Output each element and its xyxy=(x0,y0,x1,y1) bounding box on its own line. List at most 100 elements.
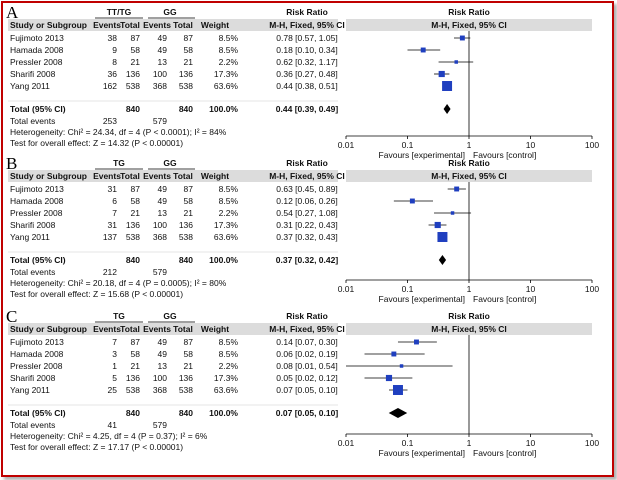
study-total2: 58 xyxy=(184,45,194,55)
favours-left-label: Favours [experimental] xyxy=(379,448,465,458)
study-marker xyxy=(459,35,465,41)
total-events1: 41 xyxy=(108,420,118,430)
study-ci-text: 0.06 [0.02, 0.19] xyxy=(276,349,337,359)
total-events2: 579 xyxy=(153,420,167,430)
total-events-label: Total events xyxy=(10,116,55,126)
header-weight: Weight xyxy=(201,171,229,181)
study-total2: 136 xyxy=(179,373,193,383)
total-total1: 840 xyxy=(126,104,140,114)
study-events1: 6 xyxy=(112,196,117,206)
total-events-label: Total events xyxy=(10,267,55,277)
study-ci-text: 0.07 [0.05, 0.10] xyxy=(276,385,337,395)
study-weight: 8.5% xyxy=(219,337,239,347)
study-total1: 58 xyxy=(131,349,141,359)
study-row: Fujimoto 2013 7 87 49 87 8.5% 0.14 [0.07, 0.30… xyxy=(10,337,437,347)
study-ci-text: 0.14 [0.07, 0.30] xyxy=(276,337,337,347)
study-name: Pressler 2008 xyxy=(10,208,63,218)
total-total2: 840 xyxy=(179,104,193,114)
study-row: Hamada 2008 3 58 49 58 8.5% 0.06 [0.02, 0.19] xyxy=(10,349,425,359)
study-total1: 136 xyxy=(126,373,140,383)
study-events2: 49 xyxy=(158,184,168,194)
plot-title: Risk Ratio xyxy=(448,7,490,17)
overall-effect-text: Test for overall effect: Z = 17.17 (P < … xyxy=(10,442,183,452)
study-marker xyxy=(437,232,448,242)
study-total1: 58 xyxy=(131,45,141,55)
study-total1: 87 xyxy=(131,33,141,43)
x-tick-label: 1 xyxy=(467,284,472,294)
header-plot-method: M-H, Fixed, 95% CI xyxy=(431,20,507,30)
study-row: Sharifi 2008 31 136 100 136 17.3% 0.31 [0.22, … xyxy=(10,220,447,230)
study-ci-text: 0.12 [0.06, 0.26] xyxy=(276,196,337,206)
total-ci-text: 0.44 [0.39, 0.49] xyxy=(276,104,339,114)
study-ci-text: 0.63 [0.45, 0.89] xyxy=(276,184,337,194)
total-events2: 579 xyxy=(153,267,167,277)
study-marker xyxy=(399,364,404,368)
study-weight: 63.6% xyxy=(214,81,239,91)
study-total1: 87 xyxy=(131,184,141,194)
study-name: Sharifi 2008 xyxy=(10,69,56,79)
study-events2: 49 xyxy=(158,196,168,206)
study-total2: 538 xyxy=(179,81,193,91)
study-ci-text: 0.31 [0.22, 0.43] xyxy=(276,220,337,230)
total-events-label: Total events xyxy=(10,420,55,430)
study-marker xyxy=(450,211,455,215)
x-tick-label: 10 xyxy=(526,284,536,294)
total-label: Total (95% CI) xyxy=(10,255,66,265)
x-tick-label: 100 xyxy=(585,438,599,448)
study-events2: 100 xyxy=(153,373,167,383)
header-weight: Weight xyxy=(201,324,229,334)
header-bar xyxy=(8,323,338,335)
study-events1: 8 xyxy=(112,57,117,67)
study-ci-text: 0.62 [0.32, 1.17] xyxy=(276,57,337,67)
study-marker xyxy=(392,385,403,395)
study-total2: 538 xyxy=(179,232,193,242)
heterogeneity-text: Heterogeneity: Chi² = 20.18, df = 4 (P =… xyxy=(10,278,227,288)
study-events2: 100 xyxy=(153,69,167,79)
overall-effect-text: Test for overall effect: Z = 14.32 (P < … xyxy=(10,138,183,148)
heterogeneity-text: Heterogeneity: Chi² = 4.25, df = 4 (P = … xyxy=(10,431,208,441)
group1-label: TG xyxy=(113,158,125,168)
study-events2: 368 xyxy=(153,81,167,91)
study-row: Pressler 2008 8 21 13 21 2.2% 0.62 [0.32, 1.17… xyxy=(10,57,474,67)
study-events1: 36 xyxy=(108,69,118,79)
study-marker xyxy=(442,81,453,91)
study-row: Hamada 2008 6 58 49 58 8.5% 0.12 [0.06, 0.26] xyxy=(10,196,434,206)
group1-label: TT/TG xyxy=(107,7,132,17)
study-name: Fujimoto 2013 xyxy=(10,337,64,347)
panel-label: B xyxy=(6,154,17,173)
study-events2: 368 xyxy=(153,232,167,242)
study-events2: 13 xyxy=(158,208,168,218)
study-row: Sharifi 2008 5 136 100 136 17.3% 0.05 [0.02, 0… xyxy=(10,373,413,383)
x-tick-label: 1 xyxy=(467,438,472,448)
group2-label: GG xyxy=(163,311,177,321)
header-events2: Events xyxy=(143,324,171,334)
study-total1: 136 xyxy=(126,69,140,79)
study-events2: 49 xyxy=(158,349,168,359)
study-ci-text: 0.78 [0.57, 1.05] xyxy=(276,33,337,43)
study-weight: 17.3% xyxy=(214,373,239,383)
study-weight: 2.2% xyxy=(219,208,239,218)
study-row: Fujimoto 2013 38 87 49 87 8.5% 0.78 [0.57, 1.0… xyxy=(10,33,471,43)
study-total1: 538 xyxy=(126,81,140,91)
header-total1: Total xyxy=(120,171,140,181)
header-total2: Total xyxy=(173,20,193,30)
study-marker xyxy=(420,47,426,53)
study-events1: 38 xyxy=(108,33,118,43)
study-total1: 21 xyxy=(131,57,141,67)
total-diamond xyxy=(438,255,447,265)
study-row: Fujimoto 2013 31 87 49 87 8.5% 0.63 [0.45, 0.8… xyxy=(10,184,466,194)
study-events2: 49 xyxy=(158,45,168,55)
study-events2: 13 xyxy=(158,57,168,67)
study-total1: 58 xyxy=(131,196,141,206)
x-tick-label: 100 xyxy=(585,140,599,150)
study-weight: 8.5% xyxy=(219,349,239,359)
study-weight: 63.6% xyxy=(214,385,239,395)
study-events2: 100 xyxy=(153,220,167,230)
total-total1: 840 xyxy=(126,255,140,265)
study-weight: 2.2% xyxy=(219,361,239,371)
study-name: Yang 2011 xyxy=(10,385,50,395)
study-marker xyxy=(434,221,441,229)
study-marker xyxy=(385,374,393,382)
panel-label: A xyxy=(6,3,19,22)
